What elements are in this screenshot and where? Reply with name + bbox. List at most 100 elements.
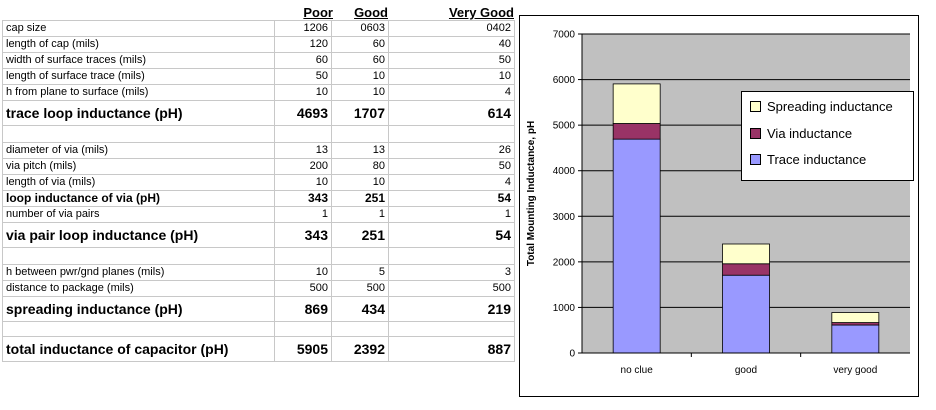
spacer-row bbox=[2, 321, 515, 337]
y-tick-label: 7000 bbox=[553, 30, 576, 41]
value-poor: 343 bbox=[274, 190, 332, 207]
value-good: 5 bbox=[331, 264, 389, 281]
value-poor: 4693 bbox=[274, 100, 332, 126]
table-row: trace loop inductance (pH) 4693 1707 614 bbox=[2, 100, 515, 126]
value-poor: 500 bbox=[274, 280, 332, 297]
legend-swatch-spreading bbox=[750, 101, 761, 113]
y-tick-label: 2000 bbox=[553, 257, 576, 268]
value-very-good: 3 bbox=[388, 264, 515, 281]
value-poor: 50 bbox=[274, 68, 332, 85]
row-label: trace loop inductance (pH) bbox=[2, 100, 275, 126]
value-very-good bbox=[388, 247, 515, 265]
value-poor: 869 bbox=[274, 296, 332, 322]
row-label: cap size bbox=[2, 20, 275, 37]
value-poor: 1 bbox=[274, 206, 332, 223]
bar-segment-spreading-inductance bbox=[612, 83, 661, 124]
value-good: 1 bbox=[331, 206, 389, 223]
table-row: diameter of via (mils) 13 13 26 bbox=[2, 142, 515, 159]
value-good: 10 bbox=[331, 84, 389, 101]
row-label: via pair loop inductance (pH) bbox=[2, 222, 275, 248]
y-tick-label: 5000 bbox=[553, 121, 576, 132]
header-good: Good bbox=[354, 5, 388, 20]
table-row: distance to package (mils) 500 500 500 bbox=[2, 280, 515, 297]
value-very-good: 614 bbox=[388, 100, 515, 126]
value-very-good: 1 bbox=[388, 206, 515, 223]
value-poor: 343 bbox=[274, 222, 332, 248]
value-very-good: 4 bbox=[388, 174, 515, 191]
value-good: 60 bbox=[331, 52, 389, 69]
value-poor bbox=[274, 321, 332, 337]
chart-legend: Spreading inductance Via inductance Trac… bbox=[741, 91, 914, 181]
bar-segment-spreading-inductance bbox=[831, 312, 880, 323]
table-row: spreading inductance (pH) 869 434 219 bbox=[2, 296, 515, 322]
table-row: length of via (mils) 10 10 4 bbox=[2, 174, 515, 191]
value-very-good: 50 bbox=[388, 158, 515, 175]
bar-segment-via-inductance bbox=[612, 123, 661, 140]
value-poor: 1206 bbox=[274, 20, 332, 37]
value-good: 10 bbox=[331, 68, 389, 85]
value-very-good: 0402 bbox=[388, 20, 515, 37]
row-label: width of surface traces (mils) bbox=[2, 52, 275, 69]
value-very-good: 50 bbox=[388, 52, 515, 69]
row-label: h from plane to surface (mils) bbox=[2, 84, 275, 101]
stacked-bar-chart: 0 1000 2000 3000 4000 5000 6000 7000 no clue good… bbox=[526, 30, 910, 376]
row-label: h between pwr/gnd planes (mils) bbox=[2, 264, 275, 281]
legend-item-spreading: Spreading inductance bbox=[750, 99, 893, 119]
legend-item-trace: Trace inductance bbox=[750, 152, 866, 172]
axes: 0 1000 2000 3000 4000 5000 6000 7000 no clue good… bbox=[553, 30, 910, 376]
row-label: via pitch (mils) bbox=[2, 158, 275, 175]
row-label bbox=[2, 247, 275, 265]
row-label: spreading inductance (pH) bbox=[2, 296, 275, 322]
value-good: 10 bbox=[331, 174, 389, 191]
row-label bbox=[2, 125, 275, 143]
row-label: total inductance of capacitor (pH) bbox=[2, 336, 275, 362]
legend-swatch-trace bbox=[750, 154, 761, 166]
spacer-row bbox=[2, 247, 515, 265]
value-good: 251 bbox=[331, 222, 389, 248]
header-very-good: Very Good bbox=[448, 5, 514, 20]
value-very-good: 54 bbox=[388, 190, 515, 207]
value-poor bbox=[274, 125, 332, 143]
value-poor: 10 bbox=[274, 264, 332, 281]
row-label: length of cap (mils) bbox=[2, 36, 275, 53]
inductance-table: cap size 1206 0603 0402 length of cap (mils)… bbox=[2, 20, 515, 362]
x-category-label: good bbox=[735, 365, 757, 376]
value-poor: 200 bbox=[274, 158, 332, 175]
value-good: 2392 bbox=[331, 336, 389, 362]
value-poor: 13 bbox=[274, 142, 332, 159]
value-good: 434 bbox=[331, 296, 389, 322]
row-label: number of via pairs bbox=[2, 206, 275, 223]
bar-segment-trace-inductance bbox=[722, 274, 770, 354]
value-very-good bbox=[388, 321, 515, 337]
value-good bbox=[331, 247, 389, 265]
value-poor bbox=[274, 247, 332, 265]
row-label: length of surface trace (mils) bbox=[2, 68, 275, 85]
legend-item-via: Via inductance bbox=[750, 126, 852, 146]
value-very-good: 26 bbox=[388, 142, 515, 159]
table-row: h from plane to surface (mils) 10 10 4 bbox=[2, 84, 515, 101]
value-very-good bbox=[388, 125, 515, 143]
value-good: 60 bbox=[331, 36, 389, 53]
legend-label-via: Via inductance bbox=[767, 126, 853, 141]
y-tick-label: 1000 bbox=[553, 303, 576, 314]
legend-swatch-via bbox=[750, 128, 761, 140]
table-row: length of surface trace (mils) 50 10 10 bbox=[2, 68, 515, 85]
legend-label-trace: Trace inductance bbox=[767, 152, 867, 167]
value-good: 1707 bbox=[331, 100, 389, 126]
row-label bbox=[2, 321, 275, 337]
bars bbox=[612, 83, 880, 354]
bar-segment-trace-inductance bbox=[831, 324, 880, 354]
table-row: length of cap (mils) 120 60 40 bbox=[2, 36, 515, 53]
value-good: 251 bbox=[331, 190, 389, 207]
value-very-good: 40 bbox=[388, 36, 515, 53]
row-label: distance to package (mils) bbox=[2, 280, 275, 297]
y-tick-label: 4000 bbox=[553, 166, 576, 177]
x-category-label: no clue bbox=[621, 365, 654, 376]
row-label: diameter of via (mils) bbox=[2, 142, 275, 159]
value-very-good: 500 bbox=[388, 280, 515, 297]
value-good bbox=[331, 125, 389, 143]
value-very-good: 887 bbox=[388, 336, 515, 362]
y-tick-label: 3000 bbox=[553, 212, 576, 223]
header-poor: Poor bbox=[303, 5, 333, 20]
value-good: 500 bbox=[331, 280, 389, 297]
